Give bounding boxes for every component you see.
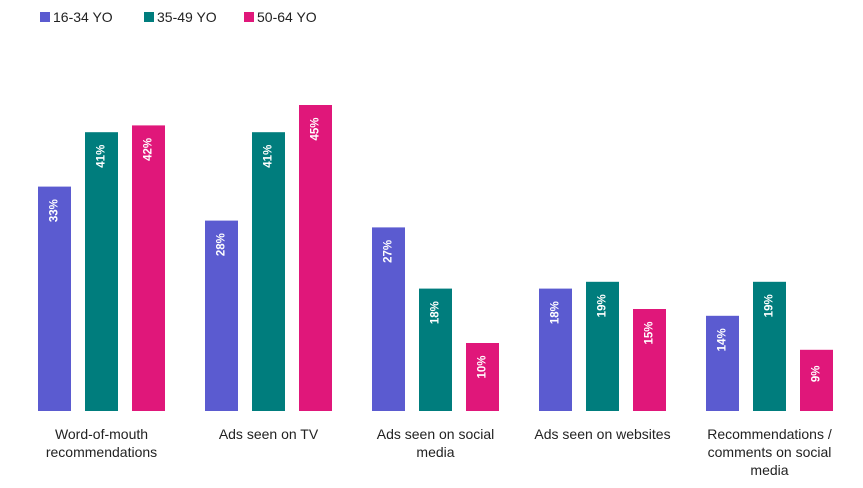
bar-value-label-2-1: 18%: [430, 301, 442, 324]
bar-value-label-3-2: 15%: [644, 321, 656, 344]
legend-swatch-1: [144, 12, 154, 22]
bar-0-2: [132, 125, 165, 412]
bar-value-label-1-0: 28%: [216, 233, 228, 256]
bars: [38, 105, 833, 412]
category-label-4-line-2: media: [750, 462, 788, 478]
bar-1-0: [205, 220, 238, 411]
category-label-0-line-1: recommendations: [46, 444, 157, 460]
category-label-3-line-0: Ads seen on websites: [534, 426, 670, 442]
bar-0-0: [38, 186, 71, 411]
category-label-2-line-1: media: [416, 444, 454, 460]
category-label-4-line-1: comments on social: [708, 444, 832, 460]
bar-2-1: [419, 288, 452, 411]
category-label-1-line-0: Ads seen on TV: [219, 426, 319, 442]
bar-value-label-0-1: 41%: [96, 145, 108, 168]
category-label-2-line-0: Ads seen on social: [377, 426, 495, 442]
bar-3-2: [633, 309, 666, 411]
legend-label-1: 35-49 YO: [157, 9, 217, 25]
legend-swatch-0: [40, 12, 50, 22]
bar-3-0: [539, 288, 572, 411]
bar-value-label-0-0: 33%: [49, 199, 61, 222]
bar-4-2: [800, 349, 833, 411]
category-labels: Word-of-mouth recommendations Ads seen on …: [46, 426, 832, 478]
category-label-4-line-0: Recommendations /: [707, 426, 832, 442]
bar-value-label-1-1: 41%: [263, 145, 275, 168]
bar-4-1: [753, 281, 786, 411]
bar-3-1: [586, 281, 619, 411]
legend-swatch-2: [244, 12, 254, 22]
bar-value-label-3-0: 18%: [550, 301, 562, 324]
bar-value-label-4-2: 9%: [811, 365, 823, 382]
legend: 16-34 YO 35-49 YO 50-64 YO: [40, 9, 317, 25]
bar-value-label-4-1: 19%: [764, 294, 776, 317]
legend-label-2: 50-64 YO: [257, 9, 317, 25]
bar-value-label-4-0: 14%: [717, 328, 729, 351]
legend-label-0: 16-34 YO: [53, 9, 113, 25]
bar-2-0: [372, 227, 405, 411]
bar-value-label-1-2: 45%: [310, 117, 322, 140]
bar-value-label-2-0: 27%: [383, 240, 395, 263]
bar-0-1: [85, 132, 118, 411]
bar-1-2: [299, 105, 332, 411]
bar-4-0: [706, 315, 739, 411]
bar-value-label-0-2: 42%: [143, 138, 155, 161]
bar-2-2: [466, 343, 499, 411]
bar-1-1: [252, 132, 285, 411]
bar-labels: 33% 28% 27% 18% 14% 41% 41% 18% 19% 19% 42% 45% 10% 1…: [49, 117, 823, 382]
bar-value-label-2-2: 10%: [477, 355, 489, 378]
bar-value-label-3-1: 19%: [597, 294, 609, 317]
category-label-0-line-0: Word-of-mouth: [55, 426, 148, 442]
